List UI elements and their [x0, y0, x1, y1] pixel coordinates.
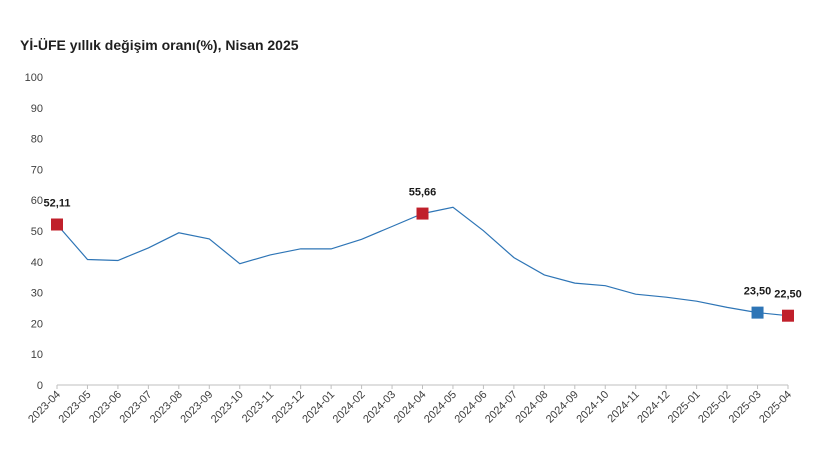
x-tick-label: 2024-01 — [300, 389, 337, 426]
y-tick-label: 100 — [25, 72, 43, 84]
y-tick-label: 10 — [31, 349, 43, 361]
x-tick-label: 2023-06 — [87, 389, 124, 426]
y-tick-label: 70 — [31, 164, 43, 176]
x-tick-label: 2023-05 — [57, 389, 94, 426]
x-tick-label: 2023-08 — [148, 389, 185, 426]
data-point-marker — [751, 306, 764, 319]
chart-title: Yİ-ÜFE yıllık değişim oranı(%), Nisan 20… — [20, 37, 299, 53]
y-tick-label: 40 — [31, 257, 43, 269]
x-tick-label: 2023-07 — [117, 389, 154, 426]
x-tick-label: 2024-10 — [574, 389, 611, 426]
y-tick-label: 0 — [37, 380, 43, 392]
x-tick-label: 2023-09 — [178, 389, 215, 426]
x-tick-label: 2023-12 — [270, 389, 307, 426]
x-tick-label: 2025-02 — [696, 389, 733, 426]
x-tick-label: 2024-06 — [453, 389, 490, 426]
x-tick-label: 2025-03 — [727, 389, 764, 426]
y-tick-label: 30 — [31, 288, 43, 300]
x-tick-label: 2024-05 — [422, 389, 459, 426]
x-tick-label: 2024-07 — [483, 389, 520, 426]
data-label: 55,66 — [409, 187, 437, 199]
y-tick-label: 80 — [31, 134, 43, 146]
y-tick-label: 50 — [31, 226, 43, 238]
x-tick-label: 2024-12 — [635, 389, 672, 426]
data-label: 52,11 — [44, 198, 71, 210]
x-tick-label: 2024-08 — [513, 389, 550, 426]
series-line — [56, 206, 789, 317]
x-tick-label: 2025-01 — [666, 389, 703, 426]
data-label: 23,50 — [744, 286, 772, 298]
y-tick-label: 90 — [31, 103, 43, 115]
y-tick-label: 60 — [31, 195, 43, 207]
x-tick-label: 2024-03 — [361, 389, 398, 426]
data-label: 22,50 — [774, 289, 802, 301]
x-tick-label: 2025-04 — [757, 389, 794, 426]
y-tick-label: 20 — [31, 318, 43, 330]
x-tick-label: 2023-10 — [209, 389, 246, 426]
x-tick-label: 2024-02 — [331, 389, 368, 426]
data-point-marker — [416, 207, 429, 220]
x-tick-label: 2023-04 — [26, 389, 63, 426]
x-tick-label: 2024-09 — [544, 389, 581, 426]
data-point-marker — [782, 309, 794, 322]
x-tick-label: 2024-04 — [392, 389, 429, 426]
data-point-marker — [51, 218, 63, 231]
